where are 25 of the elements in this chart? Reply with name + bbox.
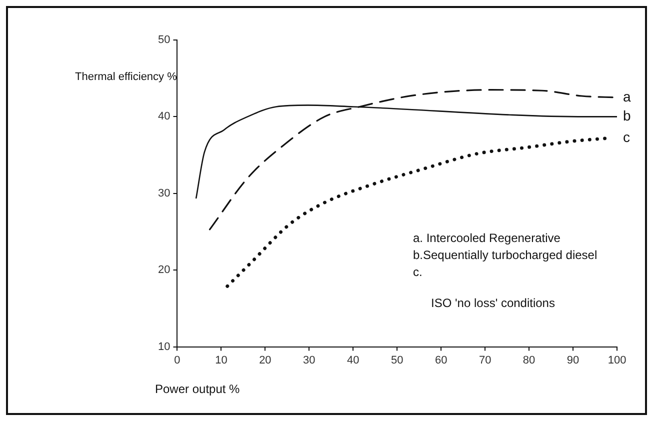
y-tick-label: 50: [158, 34, 170, 46]
y-axis-title: Thermal efficiency %: [75, 70, 178, 84]
x-tick-label: 90: [566, 354, 580, 366]
x-tick-label: 0: [174, 354, 180, 366]
y-tick-label: 10: [158, 340, 170, 353]
annotation: c.: [413, 264, 424, 281]
y-tick-label: 30: [158, 187, 170, 200]
annotation: b.Sequentially turbocharged diesel: [413, 247, 598, 264]
x-tick-label: 40: [347, 354, 360, 366]
x-tick-label: 20: [259, 354, 272, 366]
x-tick-label: 10: [215, 354, 228, 366]
x-tick-label: 60: [434, 354, 448, 366]
series-label: a: [623, 88, 631, 104]
series-label: b: [623, 108, 631, 124]
series-label: c: [623, 129, 630, 146]
annotation: ISO 'no loss' conditions: [431, 295, 556, 312]
y-tick-label: 20: [158, 264, 170, 276]
y-tick-label: 40: [158, 110, 170, 123]
x-tick-label: 70: [478, 354, 492, 366]
annotation: a. Intercooled Regenerative: [413, 230, 562, 247]
x-tick-label: 50: [390, 354, 404, 366]
x-tick-label: 80: [522, 354, 536, 366]
x-tick-label: 100: [608, 354, 626, 366]
x-axis-title: Power output %: [155, 382, 240, 396]
x-tick-label: 30: [303, 354, 316, 366]
